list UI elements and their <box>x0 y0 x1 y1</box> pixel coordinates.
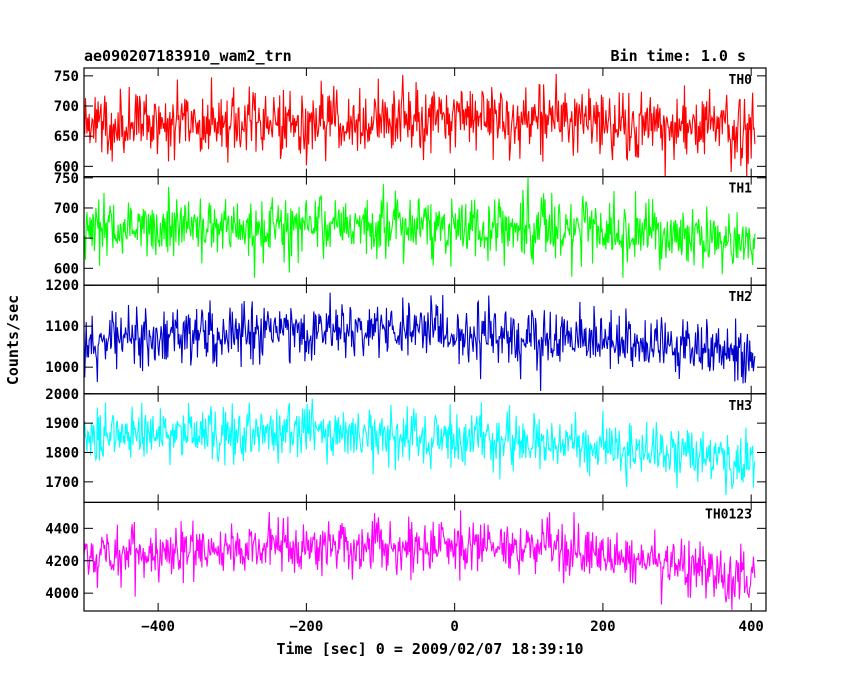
y-tick-label-th0-600: 600 <box>54 159 79 175</box>
panel-label-th0123: TH0123 <box>705 507 752 522</box>
y-tick-label-th0123-4000: 4000 <box>45 586 79 602</box>
series-line-th2 <box>84 292 756 392</box>
y-tick-label-th3-1900: 1900 <box>45 416 79 432</box>
panel-label-th3: TH3 <box>729 399 752 414</box>
y-axis-title: Counts/sec <box>4 295 22 385</box>
panel-label-th1: TH1 <box>729 182 753 197</box>
y-tick-label-th0-700: 700 <box>54 99 79 115</box>
y-tick-label-th2-1100: 1100 <box>45 319 79 335</box>
x-tick-label--400: −400 <box>141 619 175 635</box>
panel-label-th0: TH0 <box>729 73 753 88</box>
panels-group: 600 650 700 750 TH0 600 650 700 750 TH1 1000 1100 12… <box>45 67 767 635</box>
y-tick-label-th0-650: 650 <box>54 129 79 145</box>
y-tick-label-th1-700: 700 <box>54 201 79 217</box>
x-tick-label-400: 400 <box>739 619 764 635</box>
panel-frame-th3 <box>83 393 767 503</box>
bin-time-label: Bin time: 1.0 s <box>611 47 746 65</box>
y-tick-label-th0-750: 750 <box>54 69 79 85</box>
panel-frame-th0123 <box>83 501 767 612</box>
y-tick-label-th0123-4200: 4200 <box>45 554 79 570</box>
y-tick-label-th3-1800: 1800 <box>45 446 79 462</box>
y-tick-label-th1-650: 650 <box>54 231 79 247</box>
y-tick-label-th2-1000: 1000 <box>45 360 79 376</box>
panel-label-th2: TH2 <box>729 290 752 305</box>
y-tick-label-th3-1700: 1700 <box>45 475 79 491</box>
x-tick-label--200: −200 <box>290 619 324 635</box>
y-tick-label-th1-600: 600 <box>54 261 79 277</box>
series-line-th0 <box>84 73 756 177</box>
y-tick-label-th3-2000: 2000 <box>45 387 79 403</box>
y-tick-label-th2-1200: 1200 <box>45 278 79 294</box>
y-tick-label-th0123-4400: 4400 <box>45 521 79 537</box>
chart-title: ae090207183910_wam2_trn <box>84 47 292 65</box>
series-line-th3 <box>84 398 756 496</box>
x-axis-title: Time [sec] 0 = 2009/02/07 18:39:10 <box>276 640 583 658</box>
y-tick-label-th1-750: 750 <box>54 171 79 187</box>
series-line-th1 <box>84 177 756 278</box>
series-line-th0123 <box>84 510 756 610</box>
x-tick-label-0: 0 <box>450 619 458 635</box>
x-tick-label-200: 200 <box>590 619 615 635</box>
